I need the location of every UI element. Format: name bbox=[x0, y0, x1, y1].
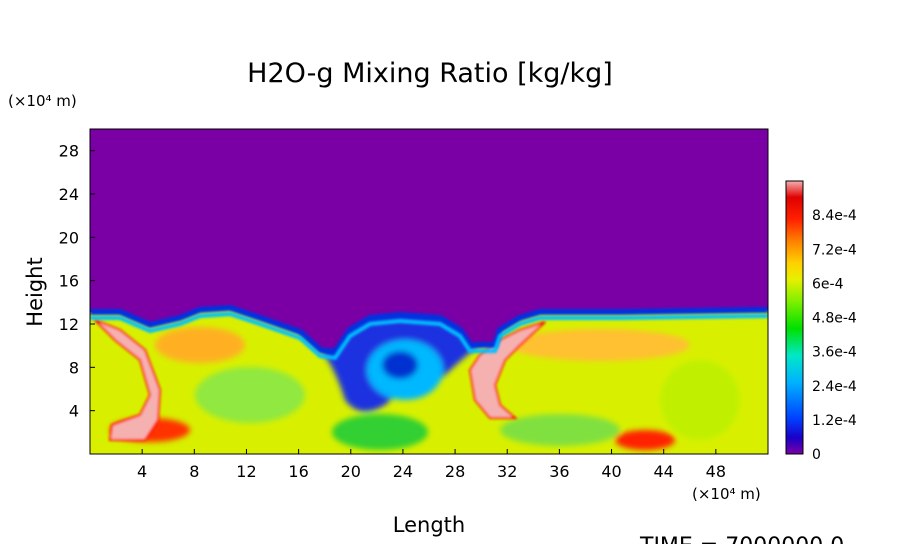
x-tick-label: 20 bbox=[341, 462, 361, 481]
x-tick-label: 4 bbox=[137, 462, 147, 481]
colorbar-labels: 0 1.2e-4 2.4e-4 3.6e-4 4.8e-4 6e-4 7.2e-4 8.4e-… bbox=[812, 208, 857, 463]
y-unit-label: (×10⁴ m) bbox=[8, 92, 77, 110]
x-tick-label: 28 bbox=[445, 462, 465, 481]
y-axis: 4 8 12 16 20 24 28 bbox=[59, 142, 95, 421]
colorbar-tick-label: 1.2e-4 bbox=[812, 413, 857, 429]
time-label: TIME = 7000000.0 bbox=[639, 534, 844, 544]
colorbar-tick-label: 3.6e-4 bbox=[812, 345, 857, 361]
colorbar-tick-label: 4.8e-4 bbox=[812, 311, 857, 327]
x-axis-label: Length bbox=[393, 513, 465, 537]
x-tick-label: 32 bbox=[497, 462, 517, 481]
colorbar-tick-label: 8.4e-4 bbox=[812, 208, 857, 224]
x-tick-label: 12 bbox=[236, 462, 256, 481]
x-tick-label: 48 bbox=[706, 462, 726, 481]
colorbar-tick-label: 0 bbox=[812, 447, 821, 463]
x-tick-label: 24 bbox=[393, 462, 413, 481]
x-tick-label: 44 bbox=[654, 462, 674, 481]
y-tick-label: 8 bbox=[69, 358, 79, 377]
y-axis-label: Height bbox=[23, 257, 47, 326]
colorbar-tick-label: 7.2e-4 bbox=[812, 242, 857, 258]
x-tick-label: 8 bbox=[189, 462, 199, 481]
heatmap-field bbox=[90, 129, 768, 454]
dry-layer bbox=[90, 129, 768, 352]
x-tick-label: 40 bbox=[601, 462, 621, 481]
y-tick-label: 24 bbox=[59, 185, 79, 204]
chart-title: H2O-g Mixing Ratio [kg/kg] bbox=[247, 58, 613, 89]
y-tick-label: 20 bbox=[59, 228, 79, 247]
colorbar bbox=[785, 180, 804, 455]
y-tick-label: 16 bbox=[59, 272, 79, 291]
x-axis: 4 8 12 16 20 24 28 32 36 40 44 48 bbox=[137, 449, 726, 481]
colorbar-tick-label: 2.4e-4 bbox=[812, 379, 857, 395]
plot-frame bbox=[89, 128, 769, 455]
x-unit-label: (×10⁴ m) bbox=[692, 485, 761, 503]
y-tick-label: 4 bbox=[69, 402, 79, 421]
y-tick-label: 12 bbox=[59, 315, 79, 334]
x-tick-label: 36 bbox=[549, 462, 569, 481]
y-tick-label: 28 bbox=[59, 142, 79, 161]
colorbar-tick-label: 6e-4 bbox=[812, 276, 844, 292]
x-tick-label: 16 bbox=[288, 462, 308, 481]
